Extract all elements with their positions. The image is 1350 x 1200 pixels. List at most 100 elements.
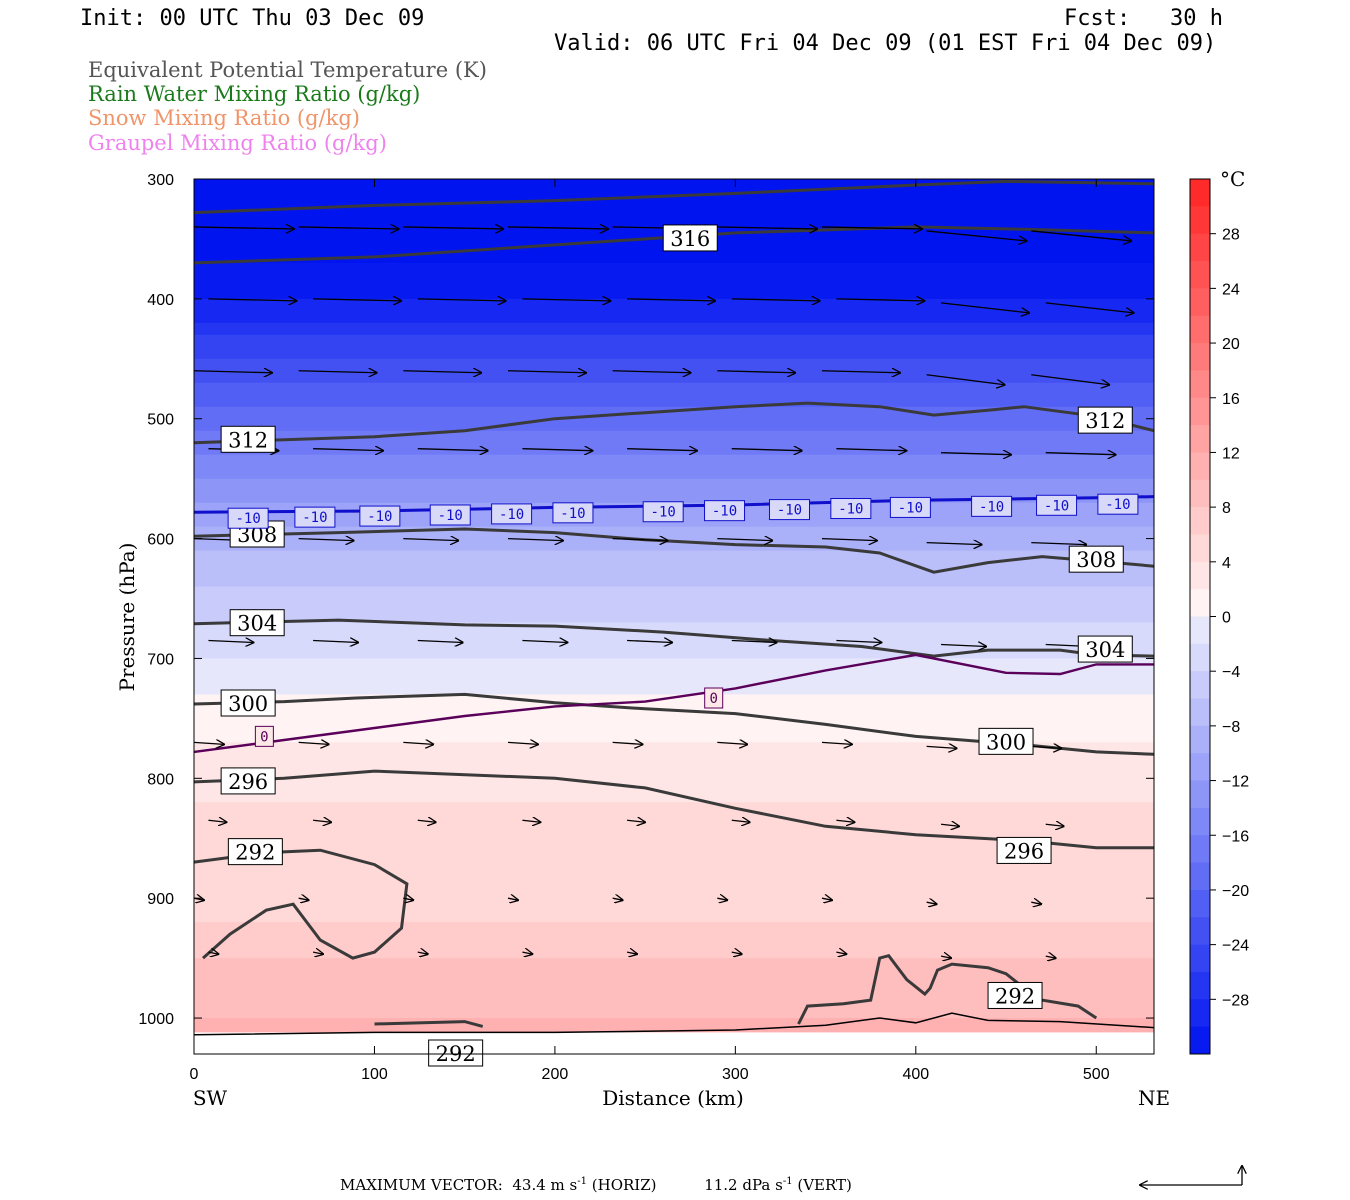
isotherm-label: -10 (651, 505, 676, 521)
colorbar-tick-label: −28 (1222, 992, 1249, 1009)
temperature-band (194, 202, 1154, 216)
temperature-band (194, 646, 1154, 660)
theta-e-label-box (220, 425, 276, 453)
wind-vector (208, 299, 296, 301)
wind-vector (926, 746, 957, 748)
wind-vector (298, 371, 377, 373)
colorbar-swatch (1190, 179, 1210, 207)
theta-e-label-box (220, 767, 276, 795)
colorbar-tick-label: 0 (1222, 610, 1231, 627)
temperature-band (194, 850, 1154, 863)
isotherm-label: -10 (560, 506, 585, 522)
theta-e-label: 296 (228, 770, 268, 794)
colorbar-swatch (1190, 452, 1210, 481)
theta-e-label-box (987, 981, 1043, 1009)
wind-vector (1031, 374, 1109, 385)
temperature-band (194, 442, 1154, 456)
isotherm-label-box (294, 506, 336, 528)
isotherm-label-box (830, 498, 872, 520)
wind-vector (612, 742, 643, 744)
isotherm-label: -10 (302, 510, 327, 526)
wind-vector (417, 952, 428, 954)
theta-e-label: 300 (986, 730, 1026, 754)
contour-labels: 3163123123083083043043003002962962922922… (220, 224, 1139, 1067)
wind-vector (298, 898, 309, 900)
wind-vector (821, 227, 922, 229)
colorbar-swatch (1190, 698, 1210, 727)
wind-vector (1045, 956, 1056, 958)
theta-e-label: 300 (228, 692, 268, 716)
wind-vector (507, 371, 586, 373)
theta-e-label: 316 (670, 227, 710, 251)
isotherm-zero (194, 653, 1154, 754)
wind-vector (836, 640, 881, 642)
y-tick-label: 1000 (138, 1011, 174, 1028)
colorbar-tick-label: −24 (1222, 938, 1249, 955)
temperature-band (194, 802, 1154, 815)
wind-vector (731, 952, 742, 954)
temperature-band (194, 790, 1154, 803)
y-tick-label: 300 (147, 172, 174, 189)
x-right-label: NE (1138, 1086, 1170, 1110)
wind-vector (313, 640, 358, 642)
temperature-band (194, 694, 1154, 707)
y-tick-label: 700 (147, 651, 174, 668)
theta-e-label: 296 (1004, 839, 1044, 863)
wind-vector (403, 371, 481, 373)
temperature-band (194, 454, 1154, 468)
theta-e-label: 304 (1085, 638, 1125, 662)
wind-vector (717, 227, 817, 229)
temperature-band (194, 418, 1154, 432)
x-tick-label: 400 (902, 1066, 929, 1083)
colorbar-swatch (1190, 589, 1210, 617)
isotherm-label-box (491, 503, 533, 525)
colorbar-swatch (1190, 479, 1210, 508)
isotherm-label-box (642, 501, 684, 523)
wind-vector (194, 371, 272, 373)
isotherm-label: -10 (979, 499, 1004, 515)
theta-e-contour-292 (374, 1020, 484, 1028)
isotherm-label: -10 (838, 502, 863, 518)
temperature-band (194, 814, 1154, 827)
colorbar-tick-label: −8 (1222, 719, 1240, 736)
isotherm-label-box (971, 495, 1013, 517)
temperature-band (194, 910, 1154, 923)
wind-vector (417, 299, 506, 301)
temperature-band (194, 274, 1154, 288)
temperature-band (194, 886, 1154, 899)
temperature-band (194, 1018, 1154, 1031)
isotherm-label: -10 (367, 509, 392, 525)
horiz-tag: (HORIZ) (591, 1176, 657, 1194)
temperature-band (194, 778, 1154, 791)
wind-vector (194, 227, 294, 229)
theta-e-contour-304 (194, 618, 1154, 658)
wind-vector (940, 302, 1029, 313)
temperature-band (194, 478, 1154, 492)
colorbar-swatch (1190, 206, 1210, 235)
x-tick-label: 0 (190, 1066, 199, 1083)
temperature-band (194, 898, 1154, 911)
wind-vector (717, 898, 727, 900)
isotherm-label: -10 (1044, 498, 1069, 514)
temperature-band (194, 358, 1154, 372)
theta-e-label-box (1077, 635, 1133, 663)
colorbar-swatch (1190, 397, 1210, 426)
wind-vector (731, 449, 802, 451)
y-axis-title: Pressure (hPa) (115, 543, 139, 692)
wind-vector (1031, 902, 1041, 904)
temperature-band (194, 838, 1154, 851)
temperature-band (194, 862, 1154, 875)
wind-vector (731, 820, 750, 822)
wind-vector (507, 227, 608, 229)
theta-e-label-box (428, 1039, 484, 1067)
y-tick-label: 900 (147, 891, 174, 908)
colorbar-tick-label: −20 (1222, 883, 1249, 900)
temperature-band (194, 370, 1154, 384)
colorbar-swatch (1190, 944, 1210, 973)
temperature-band (194, 970, 1154, 983)
colorbar-tick-label: 16 (1222, 391, 1240, 408)
legend-graupel: Graupel Mixing Ratio (g/kg) (88, 131, 387, 155)
wind-vector (731, 299, 820, 301)
isotherm-label-box (1036, 494, 1078, 516)
